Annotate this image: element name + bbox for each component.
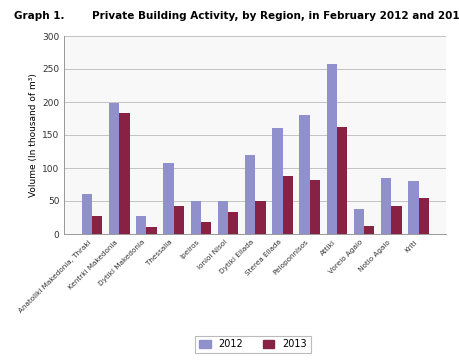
Bar	[190, 201, 201, 234]
Bar	[391, 206, 401, 234]
Bar	[119, 113, 129, 234]
Bar	[245, 155, 255, 234]
Bar	[136, 216, 146, 234]
Bar	[336, 127, 347, 234]
Bar	[353, 209, 364, 234]
Bar	[299, 115, 309, 234]
Bar	[146, 228, 157, 234]
Bar	[418, 198, 428, 234]
Bar	[217, 201, 228, 234]
Bar	[364, 226, 374, 234]
Bar	[82, 194, 92, 234]
Legend: 2012, 2013: 2012, 2013	[195, 336, 310, 353]
Bar	[163, 163, 174, 234]
Text: Graph 1.: Graph 1.	[14, 11, 64, 21]
Bar	[326, 64, 336, 234]
Bar	[174, 206, 184, 234]
Y-axis label: Volume (In thousand of m³): Volume (In thousand of m³)	[29, 73, 38, 197]
Bar	[309, 180, 319, 234]
Bar	[228, 212, 238, 234]
Bar	[380, 178, 391, 234]
Bar	[272, 129, 282, 234]
Text: Private Building Activity, by Region, in February 2012 and 2013*: Private Building Activity, by Region, in…	[92, 11, 459, 21]
Bar	[255, 201, 265, 234]
Bar	[109, 103, 119, 234]
Bar	[201, 222, 211, 234]
Bar	[282, 176, 292, 234]
Bar	[92, 216, 102, 234]
Bar	[407, 181, 418, 234]
